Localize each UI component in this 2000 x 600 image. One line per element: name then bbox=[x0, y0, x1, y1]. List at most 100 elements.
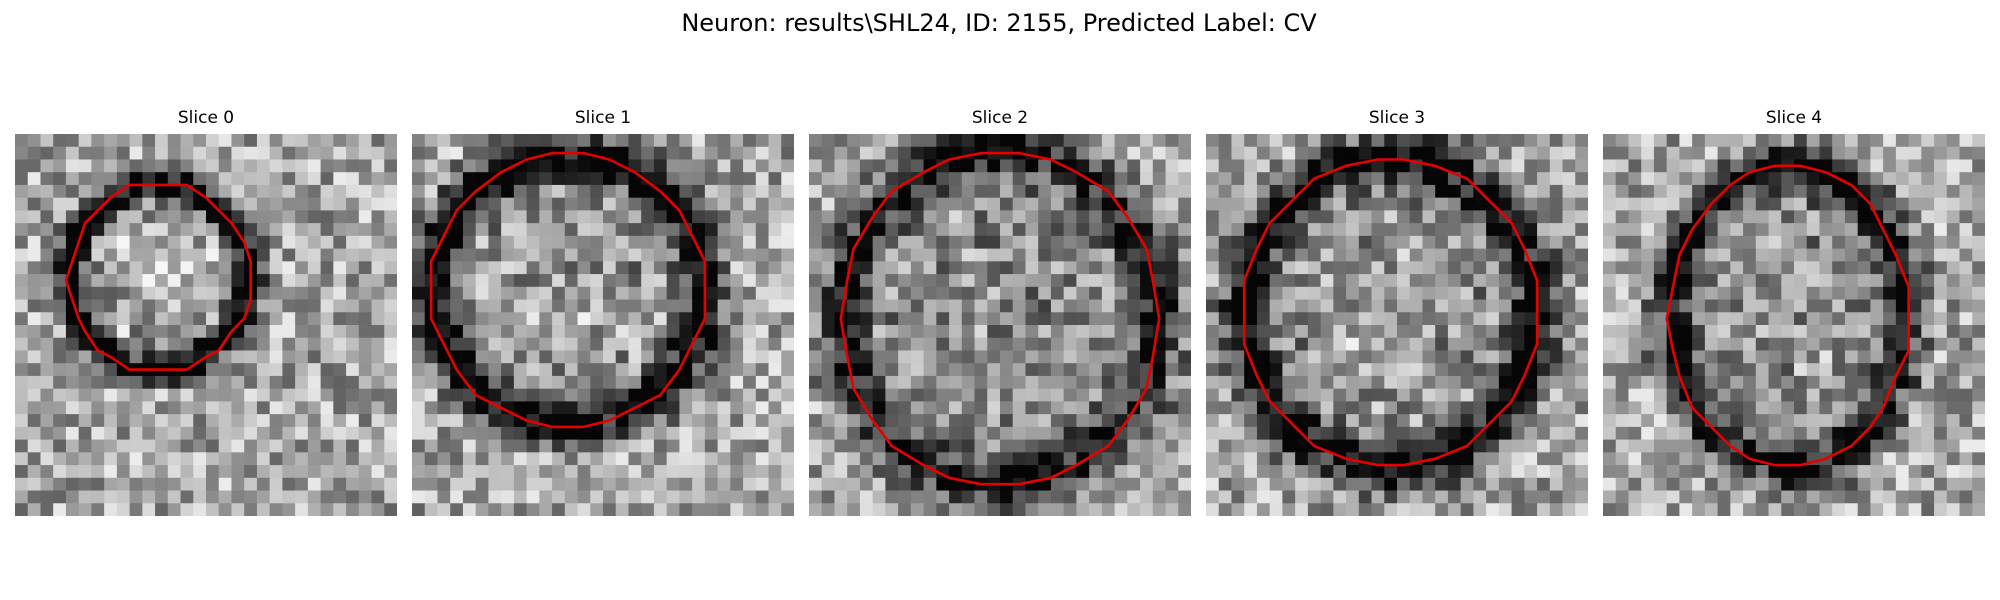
image-pixel bbox=[1870, 261, 1884, 275]
image-pixel bbox=[987, 337, 1001, 352]
image-pixel bbox=[1473, 312, 1487, 326]
image-pixel bbox=[910, 388, 925, 402]
image-pixel bbox=[641, 172, 655, 186]
image-pixel bbox=[847, 159, 861, 173]
image-pixel bbox=[513, 146, 528, 161]
image-pixel bbox=[1346, 388, 1360, 402]
image-pixel bbox=[104, 299, 118, 313]
image-pixel bbox=[1063, 325, 1077, 339]
image-pixel bbox=[1012, 261, 1027, 275]
image-pixel bbox=[564, 337, 579, 352]
image-pixel bbox=[412, 375, 426, 390]
image-pixel bbox=[218, 414, 233, 428]
image-pixel bbox=[1908, 426, 1922, 441]
image-pixel bbox=[513, 452, 528, 466]
image-pixel bbox=[910, 299, 925, 313]
image-pixel bbox=[193, 299, 207, 313]
image-pixel bbox=[282, 210, 296, 224]
image-pixel bbox=[974, 261, 988, 275]
image-pixel bbox=[1498, 490, 1513, 504]
image-pixel bbox=[1743, 223, 1757, 237]
image-pixel bbox=[1473, 261, 1487, 275]
image-pixel bbox=[1101, 299, 1116, 313]
image-pixel bbox=[333, 388, 347, 402]
image-pixel bbox=[590, 363, 604, 377]
image-pixel bbox=[1946, 490, 1961, 504]
image-pixel bbox=[1295, 261, 1309, 275]
image-pixel bbox=[1206, 261, 1220, 275]
image-pixel bbox=[1603, 146, 1617, 161]
image-pixel bbox=[320, 223, 334, 237]
image-pixel bbox=[1755, 465, 1770, 479]
image-pixel bbox=[1050, 248, 1065, 262]
image-pixel bbox=[1422, 465, 1436, 479]
image-pixel bbox=[333, 426, 347, 441]
image-pixel bbox=[1511, 223, 1525, 237]
image-pixel bbox=[475, 325, 489, 339]
image-pixel bbox=[1615, 452, 1630, 466]
image-pixel bbox=[180, 235, 194, 250]
image-pixel bbox=[679, 452, 693, 466]
image-pixel bbox=[371, 197, 385, 211]
image-pixel bbox=[1781, 426, 1795, 441]
image-pixel bbox=[1486, 465, 1500, 479]
image-pixel bbox=[1435, 490, 1449, 504]
image-pixel bbox=[333, 184, 347, 199]
image-pixel bbox=[1832, 286, 1846, 301]
image-pixel bbox=[1628, 477, 1642, 492]
image-pixel bbox=[704, 426, 719, 441]
image-pixel bbox=[1628, 490, 1642, 504]
image-pixel bbox=[269, 503, 283, 516]
image-pixel bbox=[1320, 286, 1334, 301]
image-pixel bbox=[462, 325, 477, 339]
image-pixel bbox=[244, 235, 258, 250]
slice-panel-3: Slice 3 bbox=[1206, 106, 1588, 518]
image-pixel bbox=[1307, 223, 1322, 237]
image-pixel bbox=[1524, 159, 1538, 173]
image-pixel bbox=[116, 375, 131, 390]
image-pixel bbox=[244, 223, 258, 237]
image-pixel bbox=[1114, 363, 1128, 377]
image-pixel bbox=[1562, 503, 1576, 516]
image-pixel bbox=[1806, 223, 1821, 237]
image-pixel bbox=[1641, 325, 1655, 339]
image-pixel bbox=[603, 261, 617, 275]
image-pixel bbox=[295, 388, 309, 402]
image-pixel bbox=[1486, 363, 1500, 377]
image-pixel bbox=[320, 375, 334, 390]
image-pixel bbox=[1575, 134, 1588, 148]
image-pixel bbox=[1295, 299, 1309, 313]
image-pixel bbox=[180, 261, 194, 275]
image-pixel bbox=[526, 159, 540, 173]
image-pixel bbox=[142, 210, 156, 224]
image-pixel bbox=[384, 261, 397, 275]
image-pixel bbox=[384, 439, 397, 453]
image-pixel bbox=[1295, 452, 1309, 466]
image-pixel bbox=[1562, 439, 1576, 453]
image-pixel bbox=[450, 235, 464, 250]
image-pixel bbox=[1038, 465, 1052, 479]
image-pixel bbox=[1000, 363, 1014, 377]
image-pixel bbox=[641, 184, 655, 199]
image-pixel bbox=[961, 426, 976, 441]
image-pixel bbox=[898, 159, 912, 173]
image-pixel bbox=[1371, 375, 1385, 390]
image-pixel bbox=[1537, 388, 1551, 402]
image-pixel bbox=[821, 223, 836, 237]
image-pixel bbox=[679, 210, 693, 224]
image-pixel bbox=[91, 210, 105, 224]
image-pixel bbox=[1794, 439, 1808, 453]
image-pixel bbox=[564, 477, 579, 492]
image-pixel bbox=[1473, 388, 1487, 402]
image-pixel bbox=[1435, 375, 1449, 390]
image-pixel bbox=[1870, 312, 1884, 326]
image-pixel bbox=[1460, 134, 1474, 148]
image-pixel bbox=[65, 197, 80, 211]
image-pixel bbox=[552, 465, 566, 479]
image-pixel bbox=[167, 426, 182, 441]
image-pixel bbox=[1666, 439, 1680, 453]
image-pixel bbox=[1089, 134, 1103, 148]
image-pixel bbox=[1038, 414, 1052, 428]
image-pixel bbox=[1908, 261, 1922, 275]
image-pixel bbox=[1959, 337, 1973, 352]
